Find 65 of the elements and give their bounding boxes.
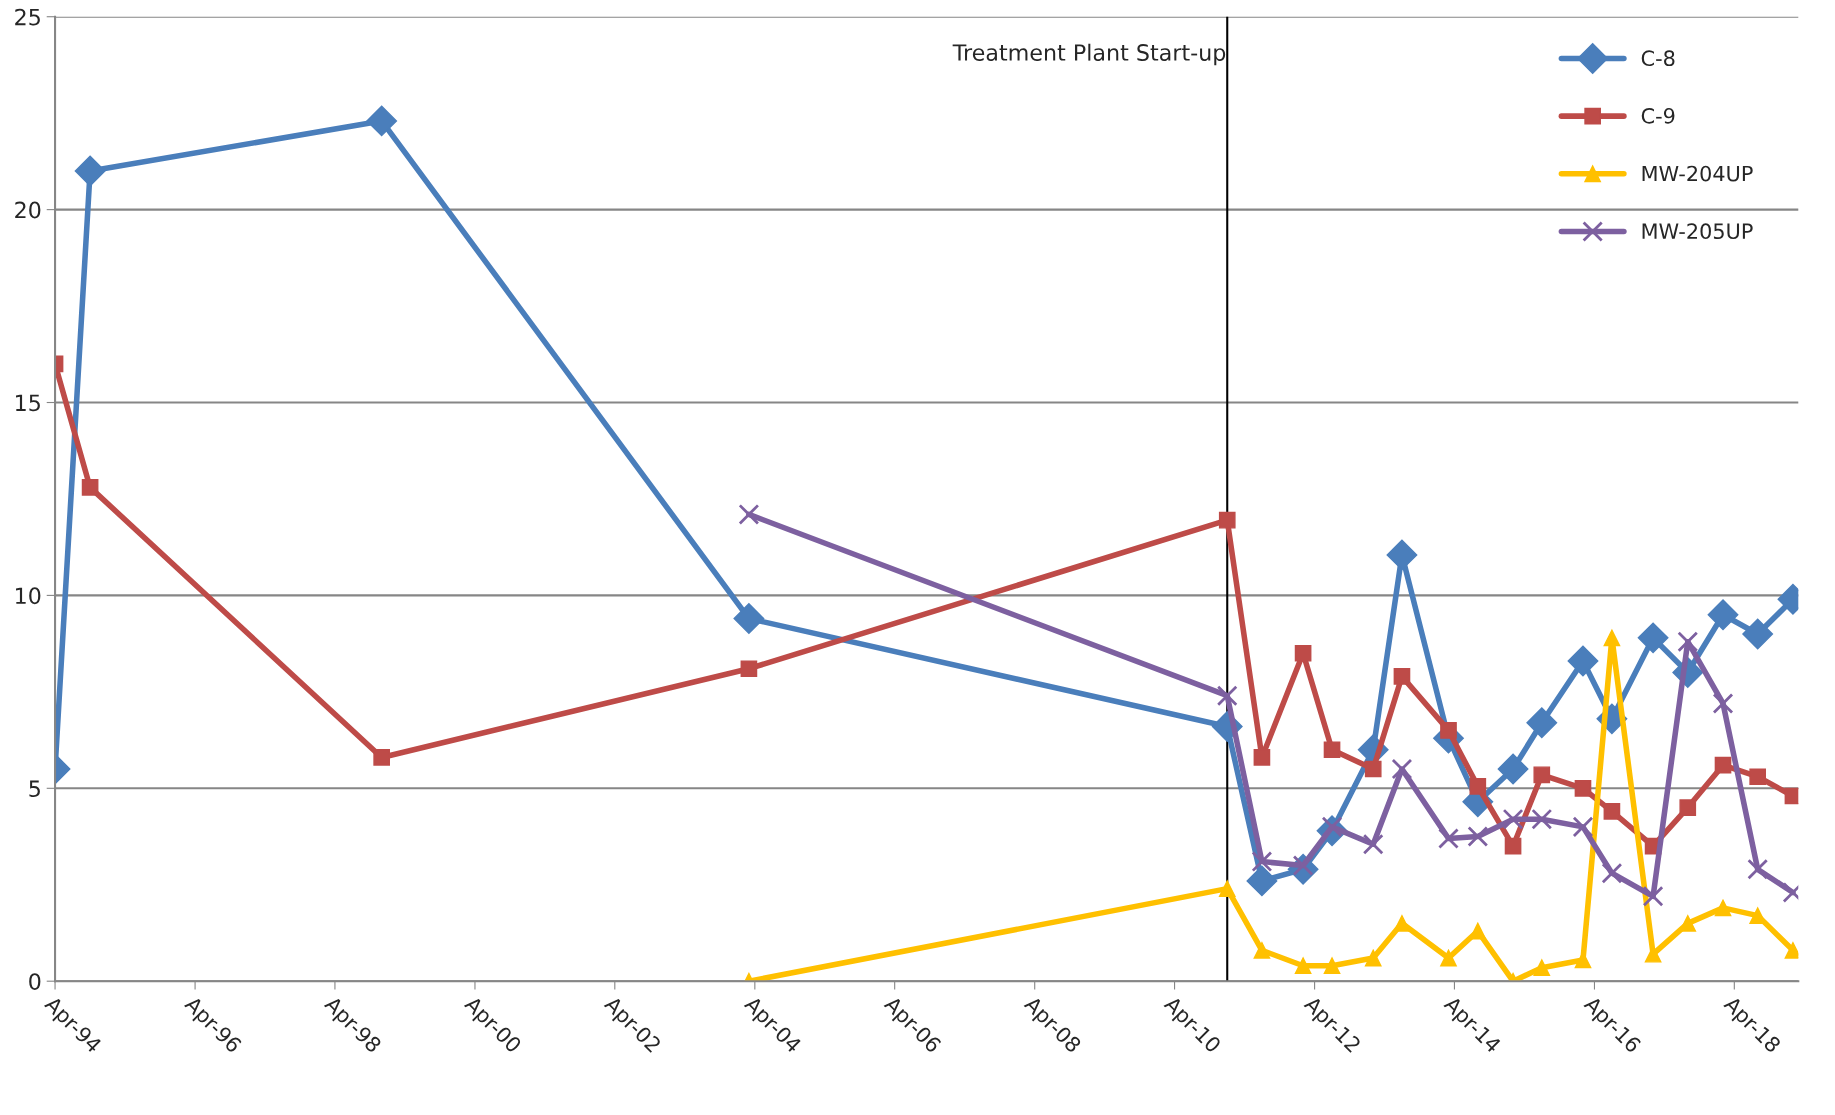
point [81,479,99,496]
point [1393,914,1411,932]
legend-label: MW-205UP [1642,223,1753,240]
point [1603,629,1621,647]
point [373,749,391,766]
point [1637,622,1669,654]
point [1364,760,1382,778]
point [1707,599,1739,631]
legend-label: MW-204UP [1642,165,1753,182]
point [738,503,760,525]
y-tick-label: 10 [16,587,41,605]
ref-line-label: Treatment Plant Start-up [952,43,1226,66]
point [1469,778,1487,795]
point [1642,885,1664,907]
y-tick-label: 0 [29,973,41,990]
point [1533,959,1551,977]
point [366,105,398,137]
point [1531,808,1553,830]
point [1502,808,1524,830]
point [1567,645,1599,677]
point [1391,758,1413,780]
point [1323,957,1341,975]
y-tick-label: 20 [15,201,41,219]
point [1601,862,1623,884]
point [1504,837,1522,855]
point [1362,833,1384,855]
y-tick-label: 25 [15,8,40,26]
point [733,603,765,634]
point [1714,756,1732,774]
point [1572,816,1594,838]
point [1677,631,1699,653]
point [1714,899,1732,917]
point [74,155,106,187]
point [1742,618,1774,650]
point [1438,828,1459,849]
point [1712,693,1734,714]
point [1603,803,1621,820]
legend-label: C-9 [1641,107,1675,124]
y-tick-label: 15 [16,394,40,412]
point [1216,685,1238,707]
point [1246,865,1278,897]
point [1294,644,1312,662]
point [1526,707,1558,739]
point [1323,741,1341,759]
point [1364,949,1382,967]
point [1218,880,1236,897]
point [1574,779,1592,797]
point [1747,858,1769,880]
point [1533,766,1551,784]
point [1253,942,1271,959]
point [1393,668,1411,685]
point [1749,768,1767,786]
point [1251,851,1273,873]
legend-label: C-8 [1641,50,1675,67]
point [1679,799,1697,816]
point [740,660,758,678]
point [1253,749,1271,766]
point [1467,826,1489,847]
point [1440,722,1457,739]
y-tick-label: 5 [29,780,40,798]
point [1386,539,1418,571]
point [1294,957,1312,975]
point [1497,753,1529,785]
point [1440,949,1457,967]
point [1218,511,1236,529]
